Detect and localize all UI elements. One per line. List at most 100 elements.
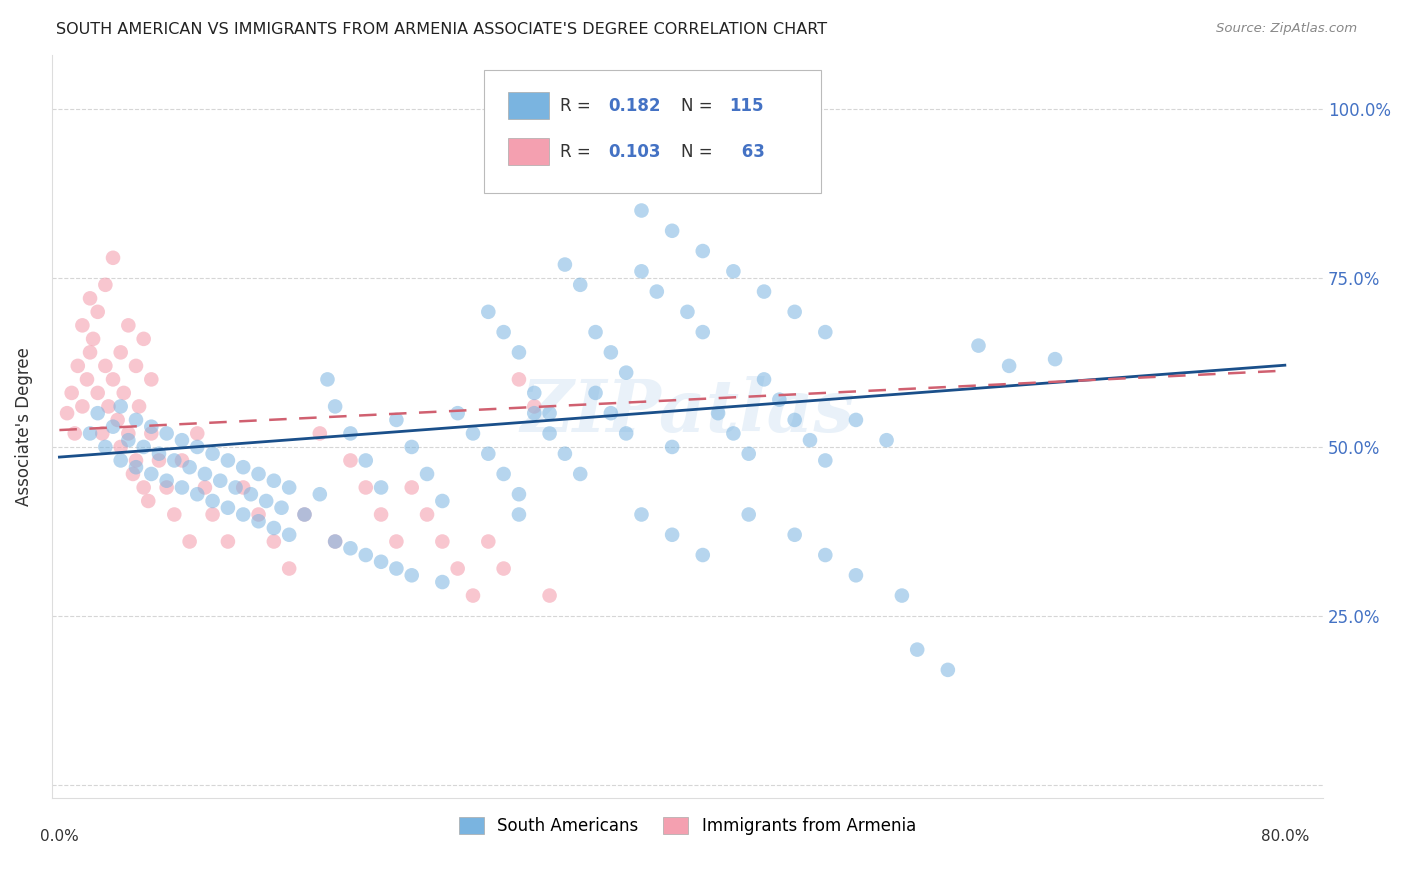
Point (179, 460, 201, 475)
Point (94, 440, 117, 454)
Point (814, 325, 837, 339)
Point (508, 345, 530, 359)
Point (201, 508, 224, 522)
Point (401, 481, 423, 495)
Point (432, 494, 454, 508)
Point (461, 426, 484, 441)
Point (91, 426, 114, 441)
Point (692, 244, 714, 258)
Point (278, 481, 301, 495)
Text: N =: N = (681, 143, 718, 161)
Text: R =: R = (561, 143, 596, 161)
Point (538, 426, 561, 441)
Point (63, 426, 86, 441)
Text: 0.182: 0.182 (609, 96, 661, 115)
Point (814, 453, 837, 467)
FancyBboxPatch shape (508, 138, 548, 165)
Point (110, 400, 132, 414)
Point (156, 426, 179, 441)
Point (599, 406, 621, 420)
Point (354, 548, 377, 562)
Point (385, 534, 408, 549)
Point (110, 453, 132, 467)
Point (125, 359, 148, 373)
Point (461, 589, 484, 603)
Text: 0.103: 0.103 (609, 143, 661, 161)
Point (661, 224, 683, 238)
Point (569, 277, 592, 292)
Point (1043, 352, 1066, 367)
Point (723, 426, 745, 441)
Point (523, 400, 546, 414)
Point (508, 372, 530, 386)
Point (170, 481, 193, 495)
Point (538, 406, 561, 420)
Point (814, 548, 837, 562)
Point (72, 400, 94, 414)
Point (141, 467, 163, 481)
Point (339, 541, 361, 556)
Point (585, 385, 607, 400)
Text: Source: ZipAtlas.com: Source: ZipAtlas.com (1216, 22, 1357, 36)
Point (107, 413, 129, 427)
Point (447, 406, 470, 420)
Point (370, 555, 392, 569)
Point (86, 385, 108, 400)
Point (477, 534, 499, 549)
Point (752, 372, 775, 386)
Point (936, 663, 959, 677)
Point (101, 419, 124, 434)
Point (599, 345, 621, 359)
Point (125, 460, 148, 475)
Point (676, 305, 699, 319)
Text: N =: N = (681, 96, 718, 115)
Point (998, 359, 1021, 373)
Point (294, 508, 316, 522)
Point (209, 474, 232, 488)
Point (270, 500, 292, 515)
Point (82, 332, 104, 346)
Point (308, 426, 330, 441)
Point (112, 385, 135, 400)
Point (370, 481, 392, 495)
Point (447, 561, 470, 575)
Point (523, 385, 546, 400)
Point (432, 534, 454, 549)
Point (354, 481, 377, 495)
Point (316, 372, 339, 386)
Point (323, 400, 346, 414)
Point (247, 467, 270, 481)
Point (523, 406, 546, 420)
Point (125, 453, 148, 467)
Point (799, 433, 821, 447)
Point (110, 440, 132, 454)
Point (76, 372, 98, 386)
Point (723, 264, 745, 278)
Point (905, 642, 928, 657)
Point (186, 487, 208, 501)
Point (97, 400, 120, 414)
Point (339, 453, 361, 467)
Point (201, 447, 224, 461)
Point (692, 548, 714, 562)
Point (554, 258, 576, 272)
Point (117, 433, 139, 447)
Point (554, 447, 576, 461)
Point (385, 413, 408, 427)
Point (163, 453, 186, 467)
Point (738, 447, 761, 461)
Point (86, 406, 108, 420)
Point (661, 440, 683, 454)
Point (263, 521, 285, 535)
Point (136, 494, 159, 508)
Point (101, 372, 124, 386)
Text: 0.0%: 0.0% (39, 829, 79, 844)
Point (217, 500, 239, 515)
Text: 80.0%: 80.0% (1261, 829, 1309, 844)
Point (101, 251, 124, 265)
Point (508, 508, 530, 522)
Point (141, 372, 163, 386)
Point (492, 561, 515, 575)
Point (492, 467, 515, 481)
Point (876, 433, 898, 447)
